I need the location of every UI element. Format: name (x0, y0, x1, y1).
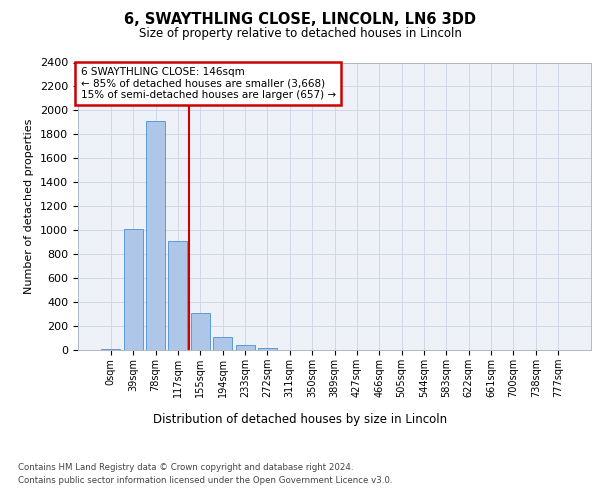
Text: 6 SWAYTHLING CLOSE: 146sqm
← 85% of detached houses are smaller (3,668)
15% of s: 6 SWAYTHLING CLOSE: 146sqm ← 85% of deta… (80, 67, 335, 100)
Bar (169, 241, 187, 350)
Bar (258, 348, 277, 350)
Bar (101, 349, 121, 350)
Bar (191, 313, 210, 350)
Text: Distribution of detached houses by size in Lincoln: Distribution of detached houses by size … (153, 412, 447, 426)
Bar (213, 337, 232, 350)
Y-axis label: Number of detached properties: Number of detached properties (25, 118, 34, 294)
Text: Contains HM Land Registry data © Crown copyright and database right 2024.: Contains HM Land Registry data © Crown c… (18, 462, 353, 471)
Bar (146, 121, 165, 350)
Bar (124, 229, 143, 350)
Text: Contains public sector information licensed under the Open Government Licence v3: Contains public sector information licen… (18, 476, 392, 485)
Text: Size of property relative to detached houses in Lincoln: Size of property relative to detached ho… (139, 28, 461, 40)
Bar (236, 344, 254, 350)
Text: 6, SWAYTHLING CLOSE, LINCOLN, LN6 3DD: 6, SWAYTHLING CLOSE, LINCOLN, LN6 3DD (124, 12, 476, 28)
